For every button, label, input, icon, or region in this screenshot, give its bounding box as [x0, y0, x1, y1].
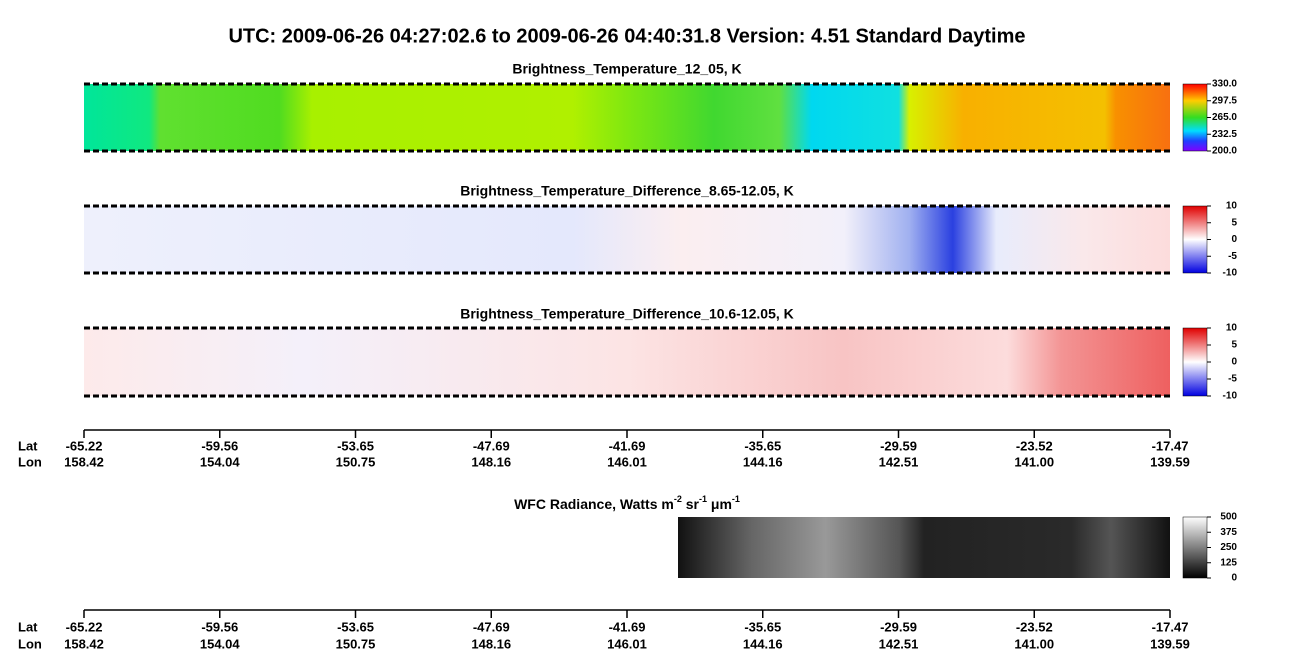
lon-label: 146.01 — [607, 454, 647, 469]
lat-label: -35.65 — [744, 619, 781, 634]
lat-label: -41.69 — [609, 619, 646, 634]
colorbar-tick-label: 0 — [1231, 357, 1237, 368]
title-part: WFC Radiance, Watts m — [514, 496, 674, 512]
lon-label: 150.75 — [336, 636, 376, 651]
colorbar-tick-label: 0 — [1231, 573, 1237, 584]
colorbar-tick-label: 250 — [1220, 542, 1237, 553]
lon-label: 158.42 — [64, 454, 104, 469]
lon-label: 142.51 — [879, 454, 919, 469]
lon-label: 141.00 — [1014, 454, 1054, 469]
lon-label: 154.04 — [200, 454, 241, 469]
colorbar-tick-label: 5 — [1231, 217, 1237, 228]
colorbar-tick-label: 297.5 — [1212, 95, 1237, 106]
colorbar-tick-label: 500 — [1220, 512, 1237, 523]
lon-label: 148.16 — [471, 454, 511, 469]
superscript: -1 — [732, 494, 740, 504]
lon-label: 158.42 — [64, 636, 104, 651]
lat-label: -35.65 — [744, 438, 781, 453]
lat-label: -17.47 — [1152, 438, 1189, 453]
panel-title: WFC Radiance, Watts m-2 sr-1 μm-1 — [514, 494, 740, 511]
colorbar-tick-label: 125 — [1220, 557, 1237, 568]
colorbar-tick-label: 10 — [1226, 201, 1238, 212]
lon-label: 142.51 — [879, 636, 919, 651]
colorbar-tick-label: -10 — [1223, 391, 1238, 402]
lon-label: 141.00 — [1014, 636, 1054, 651]
colorbar — [1182, 516, 1208, 579]
image-strip — [84, 84, 1170, 151]
lat-label: -65.22 — [66, 438, 103, 453]
lon-label: 150.75 — [336, 454, 376, 469]
lon-label: 148.16 — [471, 636, 511, 651]
lat-label: -47.69 — [473, 438, 510, 453]
colorbar-tick-label: 10 — [1226, 323, 1238, 334]
lat-label: -59.56 — [201, 619, 238, 634]
axis-row-label: Lon — [18, 636, 42, 651]
image-strip — [84, 206, 1170, 273]
lat-label: -47.69 — [473, 619, 510, 634]
colorbar-tick-label: -10 — [1223, 268, 1238, 279]
title-part: sr — [682, 496, 700, 512]
colorbar-tick-label: 232.5 — [1212, 129, 1237, 140]
lon-label: 146.01 — [607, 636, 647, 651]
lat-label: -59.56 — [201, 438, 238, 453]
colorbar-tick-label: 200.0 — [1212, 146, 1237, 157]
lon-label: 139.59 — [1150, 636, 1190, 651]
superscript: -1 — [699, 494, 707, 504]
lon-label: 154.04 — [200, 636, 241, 651]
colorbar-tick-label: -5 — [1228, 251, 1237, 262]
panel-title: Brightness_Temperature_Difference_8.65-1… — [460, 183, 794, 199]
lat-label: -53.65 — [337, 619, 374, 634]
lon-label: 144.16 — [743, 636, 783, 651]
lat-label: -23.52 — [1016, 619, 1053, 634]
colorbar-tick-label: 330.0 — [1212, 79, 1237, 90]
colorbar — [1182, 327, 1208, 397]
axis-row-label: Lon — [18, 454, 42, 469]
lat-label: -65.22 — [66, 619, 103, 634]
image-strip — [84, 328, 1170, 396]
colorbar — [1182, 205, 1208, 274]
lat-label: -23.52 — [1016, 438, 1053, 453]
image-strip — [678, 517, 1170, 578]
title-part: μm — [707, 496, 732, 512]
lon-label: 144.16 — [743, 454, 783, 469]
lat-label: -17.47 — [1152, 619, 1189, 634]
panel-title: Brightness_Temperature_12_05, K — [512, 61, 741, 77]
axis-row-label: Lat — [18, 619, 38, 634]
axis-row-label: Lat — [18, 438, 38, 453]
colorbar-tick-label: 375 — [1220, 527, 1237, 538]
panel-title: Brightness_Temperature_Difference_10.6-1… — [460, 306, 794, 322]
lat-label: -41.69 — [609, 438, 646, 453]
page-title: UTC: 2009-06-26 04:27:02.6 to 2009-06-26… — [228, 25, 1025, 47]
superscript: -2 — [674, 494, 682, 504]
lat-label: -29.59 — [880, 438, 917, 453]
lat-label: -29.59 — [880, 619, 917, 634]
lon-label: 139.59 — [1150, 454, 1190, 469]
colorbar-tick-label: -5 — [1228, 374, 1237, 385]
colorbar-tick-label: 5 — [1231, 340, 1237, 351]
colorbar-tick-label: 0 — [1231, 234, 1237, 245]
colorbar — [1182, 83, 1208, 152]
lat-label: -53.65 — [337, 438, 374, 453]
colorbar-tick-label: 265.0 — [1212, 112, 1237, 123]
